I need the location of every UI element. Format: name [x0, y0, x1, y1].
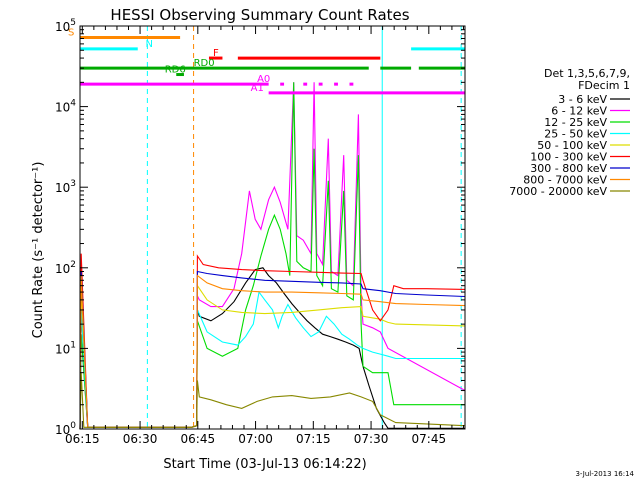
legend-label-4: 50 - 100 keV [537, 139, 607, 152]
axes: 100 101 102 103 104 105 06:15 06:30 06:45 07:00 07… [55, 18, 465, 446]
x-tick-label-4: 07:15 [296, 432, 331, 446]
series-line-4 [79, 283, 466, 430]
series-line-7 [79, 274, 466, 430]
x-tick-label-6: 07:45 [412, 432, 447, 446]
x-axis-label: Start Time (03-Jul-13 06:14:22) [163, 457, 366, 472]
legend-label-8: 7000 - 20000 keV [509, 185, 607, 198]
series-line-1 [79, 82, 466, 430]
legend-label-2: 12 - 25 keV [544, 116, 607, 129]
y-tick-label-2: 102 [55, 260, 76, 276]
flag-label-6: A1 [251, 83, 264, 94]
legend-label-7: 800 - 7000 keV [523, 174, 607, 187]
y-axis-label: Count Rate (s⁻¹ detector⁻¹) [31, 162, 46, 339]
x-tick-label-0: 06:15 [65, 432, 100, 446]
y-tick-label-1: 101 [55, 340, 76, 356]
x-tick-label-3: 07:00 [238, 432, 273, 446]
legend-header-line-1: Det 1,3,5,6,7,9, [544, 67, 630, 80]
legend-label-5: 100 - 300 keV [530, 151, 607, 164]
flag-label-4: RD6 [165, 65, 186, 76]
series-line-8 [79, 372, 466, 430]
x-tick-label-1: 06:30 [123, 432, 158, 446]
y-tick-label-4: 104 [55, 99, 76, 115]
plot-frame [79, 25, 466, 430]
series-line-6 [79, 270, 466, 430]
flag-label-5: A0 [257, 74, 270, 85]
flag-label-3: RD0 [194, 58, 215, 69]
legend-label-3: 25 - 50 keV [544, 128, 607, 141]
flag-label-1: N [145, 39, 152, 50]
render-timestamp: 3-Jul-2013 16:14 [575, 470, 634, 478]
legend-label-0: 3 - 6 keV [558, 93, 607, 106]
chart-title: HESSI Observing Summary Count Rates [110, 6, 409, 24]
y-tick-label-0: 100 [55, 421, 76, 437]
series-line-3 [79, 290, 465, 430]
flag-label-2: F [213, 48, 219, 59]
y-tick-label-3: 103 [55, 179, 76, 195]
x-tick-label-2: 06:45 [181, 432, 216, 446]
flag-label-0: S [68, 27, 74, 38]
legend-label-1: 6 - 12 keV [551, 105, 607, 118]
legend-header-line-2: FDecim 1 [578, 79, 630, 92]
series-line-2 [79, 82, 465, 430]
x-tick-label-5: 07:30 [354, 432, 389, 446]
y-tick-label-5: 105 [55, 18, 76, 34]
legend-label-6: 300 - 800 keV [530, 162, 607, 175]
